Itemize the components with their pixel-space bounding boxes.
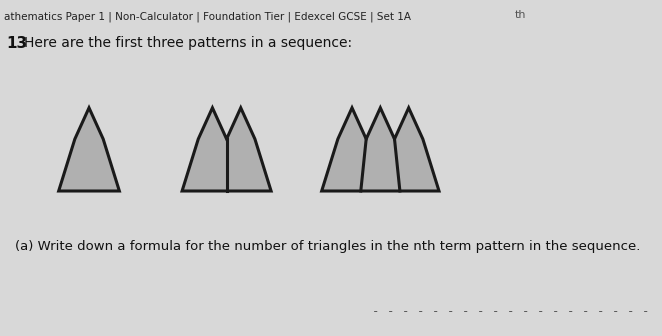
Text: th: th: [514, 10, 526, 20]
Text: 13: 13: [7, 36, 28, 51]
Polygon shape: [182, 108, 271, 191]
Text: athematics Paper 1 | Non-Calculator | Foundation Tier | Edexcel GCSE | Set 1A: athematics Paper 1 | Non-Calculator | Fo…: [4, 12, 411, 23]
Text: (a) Write down a formula for the number of triangles in the nth term pattern in : (a) Write down a formula for the number …: [15, 240, 640, 253]
Text: - - - - - - - - - - - - - - - - - - -: - - - - - - - - - - - - - - - - - - -: [372, 305, 650, 318]
Text: Here are the first three patterns in a sequence:: Here are the first three patterns in a s…: [24, 36, 352, 50]
Polygon shape: [322, 108, 439, 191]
Polygon shape: [59, 108, 119, 191]
